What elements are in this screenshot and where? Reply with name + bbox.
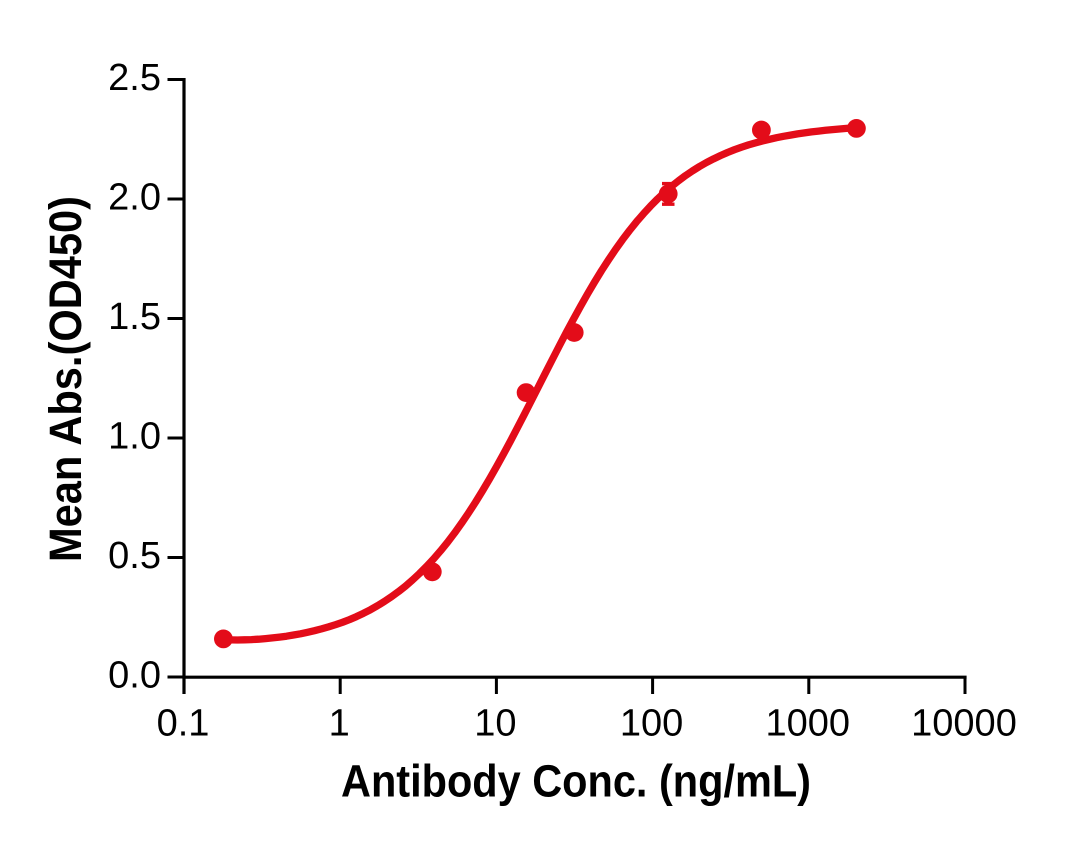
svg-text:Mean Abs.(OD450): Mean Abs.(OD450)	[40, 196, 91, 562]
svg-text:1: 1	[329, 703, 350, 745]
svg-text:2.0: 2.0	[108, 177, 161, 219]
svg-text:0.1: 0.1	[157, 703, 210, 745]
svg-text:10: 10	[474, 703, 516, 745]
svg-text:100: 100	[620, 703, 683, 745]
svg-text:1000: 1000	[766, 703, 851, 745]
svg-text:Antibody Conc. (ng/mL): Antibody Conc. (ng/mL)	[341, 756, 811, 807]
svg-text:0.5: 0.5	[108, 535, 161, 577]
svg-text:1.0: 1.0	[108, 416, 161, 458]
svg-text:1.5: 1.5	[108, 296, 161, 338]
svg-text:0.0: 0.0	[108, 655, 161, 697]
svg-text:2.5: 2.5	[108, 57, 161, 99]
svg-text:10000: 10000	[911, 703, 1017, 745]
